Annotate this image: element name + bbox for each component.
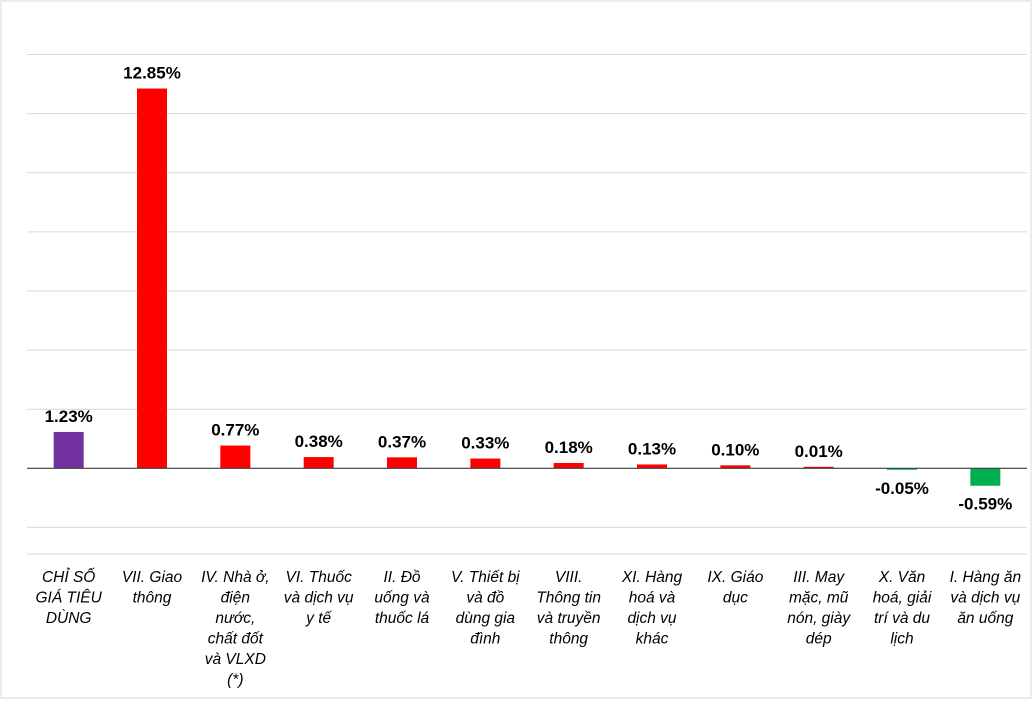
category-label: XI. Hàng hoá và dịch vụ khác [621,569,683,648]
data-label: 0.01% [795,442,843,461]
category-label: IX. Giáo dục [707,569,763,607]
category-label: X. Văn hoá, giải trí và du lịch [873,569,932,648]
category-label: VII. Giao thông [122,569,183,607]
data-label: 12.85% [123,64,181,83]
category-label: V. Thiết bị và đồ dùng gia đình [451,569,520,648]
category-label: CHỈ SỐ GIÁ TIÊU DÙNG [36,568,103,627]
category-labels: CHỈ SỐ GIÁ TIÊU DÙNG VII. Giao thông IV. Nhà … [36,568,1022,689]
data-label: -0.59% [958,495,1012,514]
bar [387,457,417,469]
bar [220,445,251,469]
data-label: 0.33% [461,434,509,453]
bar [53,431,84,469]
category-label: I. Hàng ăn và dịch vụ ăn uống [950,569,1022,627]
bar [303,457,334,469]
data-labels: 1.23% 12.85% 0.77% 0.38% 0.37% 0.33% 0.18% 0.13… [45,64,1013,514]
bar [637,464,667,469]
category-label: VI. Thuốc và dịch vụ y tế [284,569,354,627]
bar [553,462,584,469]
bar [720,465,751,469]
data-label: 0.10% [711,440,759,459]
bar [887,468,917,470]
category-label: II. Đồ uống và thuốc lá [374,569,430,627]
category-label: VIII. Thông tin và truyền thông [536,569,601,648]
data-label: 0.13% [628,439,676,458]
data-label: -0.05% [875,479,929,498]
bar [137,88,167,469]
data-label: 0.37% [378,432,426,451]
bar [470,458,501,469]
data-label: 1.23% [45,407,93,426]
bar [803,466,834,469]
data-label: 0.38% [295,432,343,451]
data-label: 0.77% [211,421,259,440]
category-label: IV. Nhà ở, điện nước, chất đốt và VLXD (*) [201,569,270,689]
data-label: 0.18% [545,438,593,457]
category-label: III. May mặc, mũ nón, giày dép [787,569,851,648]
bar [970,468,1001,486]
bars [53,88,1001,486]
